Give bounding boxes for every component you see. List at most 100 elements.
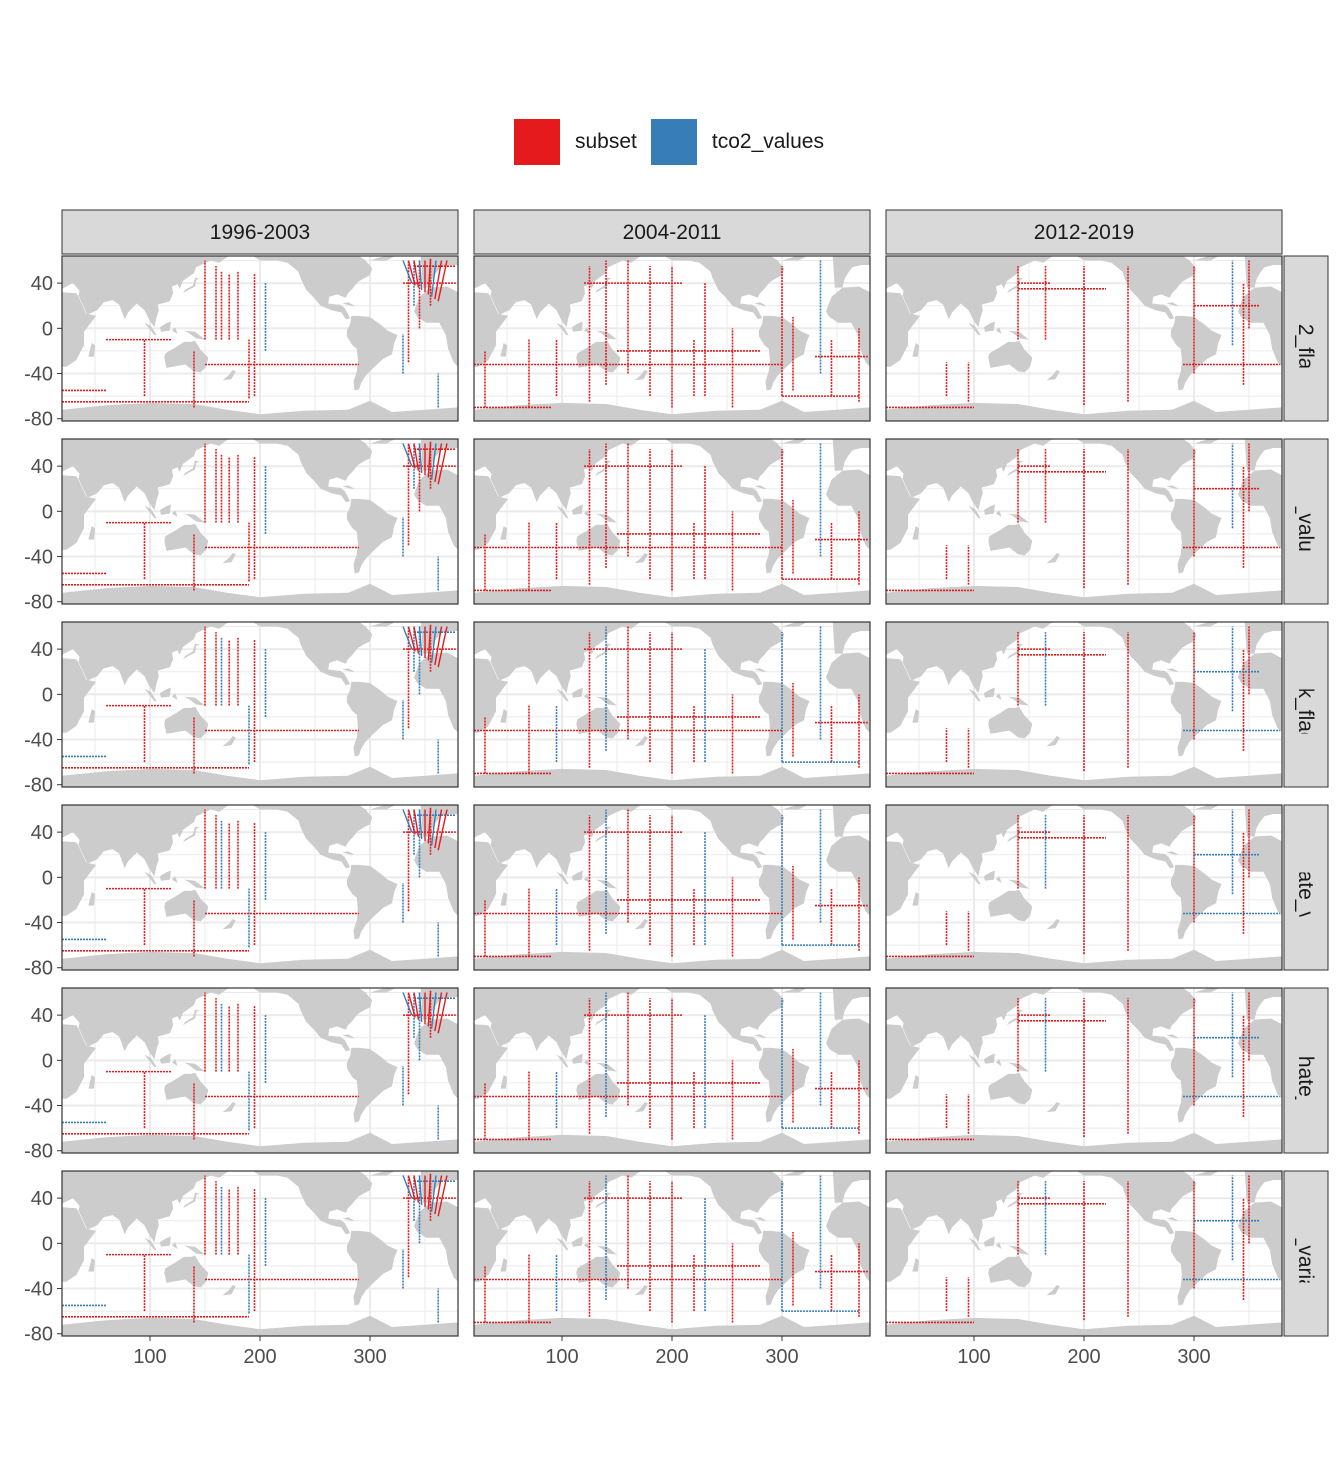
land-area — [62, 658, 97, 733]
y-tick-label: -40 — [24, 547, 53, 569]
land-area — [1249, 811, 1258, 821]
panel-border — [61, 438, 459, 605]
facet-panel — [885, 804, 1283, 971]
land-area — [474, 256, 643, 328]
land-area — [1170, 315, 1222, 391]
land-area — [988, 1255, 1033, 1288]
land-area — [886, 1315, 1282, 1336]
panel-content — [474, 622, 870, 787]
land-area — [88, 343, 95, 357]
panel-border — [885, 804, 1283, 971]
facet-panel — [885, 1170, 1283, 1337]
legend-label-subset: subset — [575, 130, 637, 153]
legend-item-subset: subset — [514, 119, 637, 165]
row-strip — [1283, 438, 1329, 605]
row-strip — [1283, 987, 1329, 1154]
land-area — [474, 622, 643, 694]
track-subset — [427, 1175, 432, 1210]
land-area — [144, 871, 157, 885]
track-subset — [407, 443, 416, 469]
track-subset — [437, 992, 448, 1034]
land-area — [996, 1059, 1002, 1066]
row-strip-label: phosphate_flag — [1294, 999, 1317, 1143]
track-subset — [402, 992, 413, 1016]
land-area — [370, 805, 396, 810]
land-area — [996, 510, 1002, 517]
land-area — [1046, 370, 1060, 381]
land-area — [184, 1245, 205, 1255]
land-area — [474, 658, 509, 733]
land-area — [500, 892, 507, 906]
land-area — [474, 1132, 870, 1153]
land-area — [62, 583, 458, 604]
land-area — [370, 439, 396, 444]
track-subset — [430, 809, 437, 846]
land-area — [159, 321, 171, 332]
land-area — [252, 988, 373, 1052]
land-area — [159, 870, 171, 881]
track-subset — [413, 1175, 420, 1203]
land-area — [1007, 277, 1024, 294]
land-area — [346, 1047, 398, 1123]
track-subset — [434, 1175, 443, 1215]
column-strip-label: 1996-2003 — [210, 221, 310, 244]
column-strip-label: 2012-2019 — [1034, 221, 1134, 244]
y-tick-label: -80 — [24, 1141, 53, 1163]
y-tick-label: 0 — [42, 318, 53, 340]
land-area — [342, 851, 355, 855]
land-area — [1170, 864, 1222, 940]
land-area — [556, 688, 569, 702]
land-area — [983, 1053, 995, 1064]
panel-content — [474, 988, 870, 1153]
land-area — [571, 1236, 583, 1247]
land-area — [912, 892, 919, 906]
track-subset — [402, 260, 413, 284]
land-area — [183, 826, 200, 843]
land-area — [754, 1034, 767, 1038]
track-subset — [430, 626, 437, 663]
land-area — [886, 805, 1055, 877]
land-area — [886, 1132, 1282, 1153]
panel-border — [61, 987, 459, 1154]
track-subset — [402, 1175, 413, 1199]
panel-content — [474, 1171, 870, 1336]
land-area — [595, 460, 612, 477]
land-area — [414, 469, 458, 550]
land-area — [826, 1018, 870, 1099]
land-area — [968, 322, 981, 336]
land-area — [584, 876, 590, 883]
land-area — [252, 439, 373, 503]
y-tick-label: -40 — [24, 913, 53, 935]
land-area — [1007, 460, 1024, 477]
land-area — [222, 370, 236, 381]
land-area — [754, 668, 767, 672]
x-tick-label: 100 — [545, 1346, 578, 1368]
land-area — [62, 1207, 97, 1282]
land-area — [183, 460, 200, 477]
track-subset — [418, 1175, 423, 1205]
facet-panel — [61, 1170, 459, 1337]
land-area — [968, 1237, 981, 1251]
land-area — [1194, 439, 1220, 444]
panel-border — [61, 621, 459, 788]
land-area — [172, 876, 178, 883]
land-area — [164, 889, 209, 922]
land-area — [983, 870, 995, 881]
land-area — [634, 1285, 648, 1296]
panel-border — [61, 255, 459, 422]
legend-label-tco2-values: tco2_values — [711, 130, 824, 153]
panel-content — [62, 805, 458, 970]
y-tick-label: 40 — [31, 1005, 53, 1027]
facet-panel — [885, 255, 1283, 422]
facet-panel — [473, 987, 871, 1154]
land-area — [584, 1242, 590, 1249]
column-strip — [61, 209, 459, 255]
land-area — [754, 302, 767, 306]
land-area — [474, 1171, 643, 1243]
panel-border — [885, 621, 1283, 788]
facet-panel — [885, 987, 1283, 1154]
y-tick-label: -80 — [24, 592, 53, 614]
land-area — [252, 805, 373, 869]
land-area — [886, 658, 921, 733]
y-tick-label: -40 — [24, 1279, 53, 1301]
